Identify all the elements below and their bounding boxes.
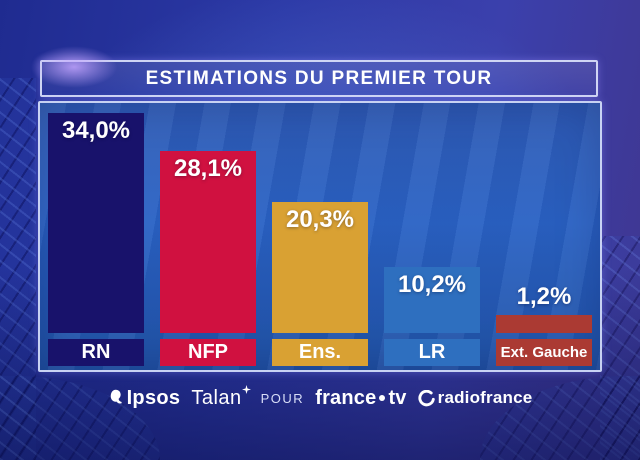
bar-column-1: 28,1% NFP bbox=[160, 103, 256, 370]
bar-1 bbox=[160, 151, 256, 333]
radiofrance-logo: radiofrance bbox=[418, 388, 533, 408]
arena-texture-right bbox=[600, 236, 640, 460]
talan-label: Talan bbox=[191, 386, 242, 409]
bar-category-label-1: NFP bbox=[160, 339, 256, 366]
page-title: ESTIMATIONS DU PREMIER TOUR bbox=[145, 67, 493, 89]
talan-star-icon bbox=[241, 384, 251, 394]
radiofrance-label: radiofrance bbox=[437, 388, 533, 407]
francetv-dot-icon bbox=[379, 395, 386, 401]
title-banner: ESTIMATIONS DU PREMIER TOUR bbox=[14, 38, 598, 97]
bar-3 bbox=[384, 267, 480, 333]
pour-label: POUR bbox=[260, 390, 305, 406]
francetv-france-label: france bbox=[315, 386, 377, 409]
bar-column-4: 1,2% Ext. Gauche bbox=[496, 103, 592, 370]
talan-logo: Talan bbox=[191, 384, 251, 410]
bar-value-label-2: 20,3% bbox=[285, 206, 355, 233]
bar-column-2: 20,3% Ens. bbox=[272, 103, 368, 370]
bar-4 bbox=[496, 315, 592, 333]
bar-category-label-0: RN bbox=[48, 339, 144, 366]
bar-chart: 34,0% RN 28,1% NFP 20,3% Ens. 10,2% LR 1,2% Ext. … bbox=[40, 103, 600, 370]
bar-value-label-4: 1,2% bbox=[516, 283, 572, 310]
bar-column-0: 34,0% RN bbox=[48, 103, 144, 370]
chart-panel: 34,0% RN 28,1% NFP 20,3% Ens. 10,2% LR 1,2% Ext. … bbox=[38, 101, 602, 372]
bar-0 bbox=[48, 113, 144, 333]
bar-category-label-2: Ens. bbox=[272, 339, 368, 366]
bar-category-label-3: LR bbox=[384, 339, 480, 366]
bar-value-label-0: 34,0% bbox=[61, 117, 131, 144]
francetv-tv-label: tv bbox=[388, 386, 407, 409]
ipsos-label: Ipsos bbox=[126, 386, 181, 409]
bar-column-3: 10,2% LR bbox=[384, 103, 480, 370]
ipsos-logo: Ipsos bbox=[108, 387, 181, 410]
bar-value-label-1: 28,1% bbox=[173, 155, 243, 182]
francetv-logo: france tv bbox=[315, 387, 406, 410]
bar-value-label-3: 10,2% bbox=[397, 271, 467, 298]
bar-2 bbox=[272, 202, 368, 333]
radiofrance-swoosh-icon bbox=[418, 389, 435, 406]
credits-bar: Ipsos Talan POUR france tv radiofrance bbox=[0, 383, 640, 413]
ipsos-person-icon bbox=[110, 389, 122, 404]
bar-category-label-4: Ext. Gauche bbox=[496, 339, 592, 366]
